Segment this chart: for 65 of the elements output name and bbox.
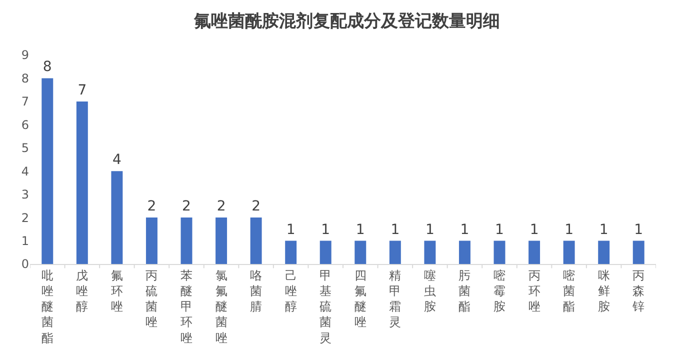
data-label: 2 [252,198,261,215]
data-label: 1 [321,222,330,238]
x-tick-label: 氯氟醚菌唑 [215,268,228,345]
y-tick-label: 5 [21,141,29,156]
y-tick-label: 0 [21,257,29,272]
bar [458,240,470,264]
bar [76,101,88,264]
y-tick-label: 3 [21,188,29,202]
bar [494,240,506,264]
x-tick-label: 吡唑醚菌酯 [41,268,54,345]
data-label: 4 [112,152,122,168]
bar [320,240,332,264]
x-tick-label: 戊唑醇 [76,268,88,314]
x-tick-label: 苯醚甲环唑 [180,268,192,345]
x-tick-label: 丙森锌 [632,268,645,314]
data-label: 1 [460,222,470,238]
bar [563,240,575,264]
y-tick-label: 2 [21,210,29,225]
y-tick-label: 1 [21,234,29,248]
y-tick-label: 8 [21,71,29,86]
data-label: 1 [356,222,365,238]
data-label: 1 [564,222,574,238]
data-label: 1 [599,222,608,238]
data-label: 7 [78,82,87,98]
x-tick-label: 氟环唑 [110,268,123,314]
y-tick-label: 7 [21,94,29,109]
y-tick-label: 6 [21,118,29,132]
data-label: 1 [286,222,296,238]
x-tick-label: 噻虫胺 [424,268,436,314]
x-tick-label: 嘧菌酯 [563,268,576,314]
bar [146,218,158,264]
x-tick-label: 己唑醇 [284,268,297,314]
data-label: 2 [182,198,191,215]
bar [632,240,644,264]
data-label: 8 [42,59,52,76]
bar [250,218,262,264]
data-label: 1 [390,222,400,238]
bar [111,171,123,264]
data-label: 1 [530,222,539,238]
x-tick-label: 嘧霉胺 [494,268,506,314]
bar [354,240,366,264]
bar [42,78,54,264]
x-tick-label: 精甲霜灵 [389,268,402,330]
x-tick-label: 甲基硫菌灵 [320,268,332,345]
data-label: 1 [634,222,644,238]
chart-title: 氟唑菌酰胺混剂复配成分及登记数量明细 [193,11,500,32]
bar [528,240,540,264]
bar [216,218,228,264]
x-tick-label: 丙硫菌唑 [146,268,158,330]
data-label: 1 [495,222,504,238]
x-tick-label: 四氟醚唑 [354,268,366,330]
y-tick-label: 9 [21,48,29,62]
bar [598,240,610,264]
y-tick-label: 4 [21,164,29,178]
bar [180,218,192,264]
bar [285,240,297,264]
bar [424,240,436,264]
x-tick-label: 肟菌酯 [458,268,471,314]
data-label: 2 [216,198,226,215]
x-tick-label: 丙环唑 [528,268,540,314]
data-label: 2 [147,198,156,215]
x-tick-label: 咪鲜胺 [598,268,610,314]
data-label: 1 [425,222,434,238]
x-tick-label: 咯菌腈 [250,268,262,314]
bar [389,240,401,264]
